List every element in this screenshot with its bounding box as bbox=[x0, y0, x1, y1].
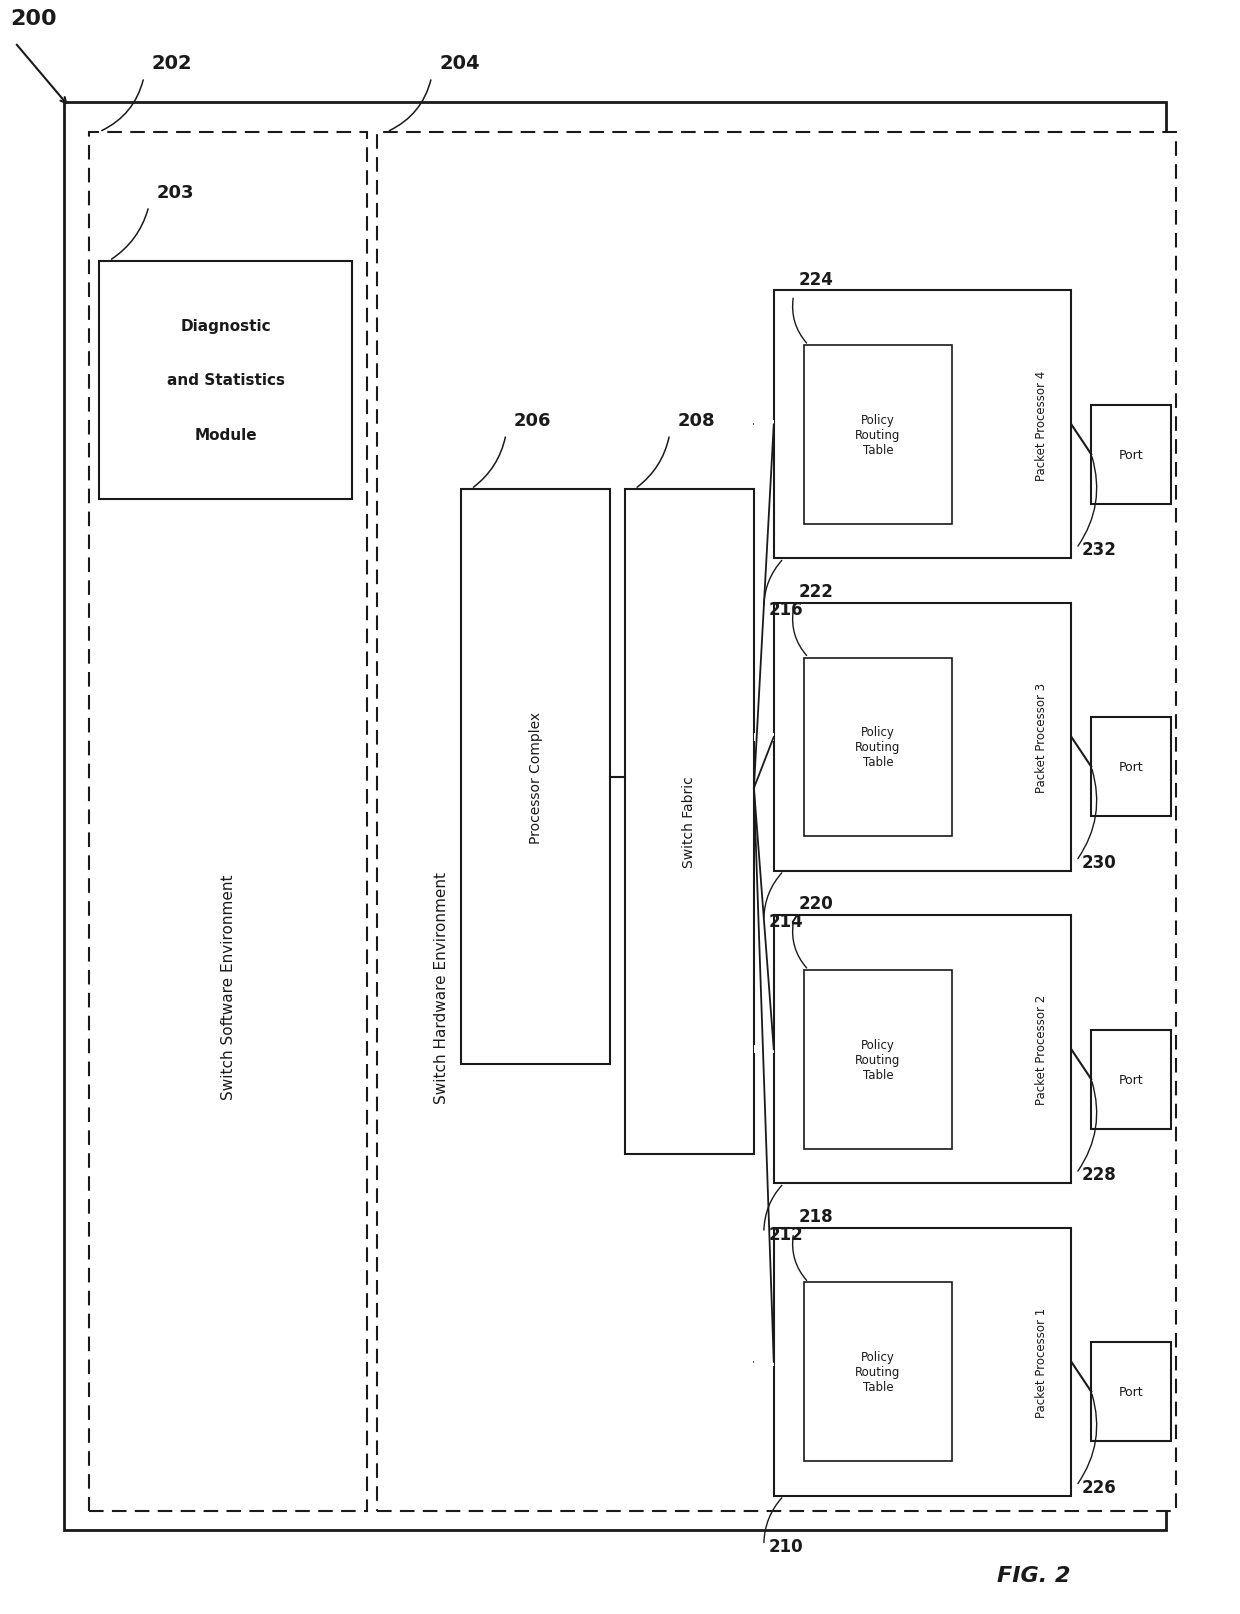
Text: 210: 210 bbox=[769, 1537, 804, 1556]
Text: Diagnostic: Diagnostic bbox=[180, 318, 272, 334]
Text: 232: 232 bbox=[1081, 541, 1116, 558]
Bar bbox=[774, 291, 1071, 558]
Text: Switch Fabric: Switch Fabric bbox=[682, 776, 697, 868]
Text: Port: Port bbox=[1118, 1073, 1143, 1086]
Bar bbox=[1091, 1343, 1171, 1441]
Text: Policy
Routing
Table: Policy Routing Table bbox=[856, 1351, 900, 1393]
Bar bbox=[377, 132, 1176, 1511]
Text: Switch Software Environment: Switch Software Environment bbox=[221, 875, 236, 1099]
Text: 218: 218 bbox=[799, 1207, 833, 1225]
Text: Packet Processor 1: Packet Processor 1 bbox=[1035, 1307, 1048, 1417]
Text: Packet Processor 3: Packet Processor 3 bbox=[1035, 683, 1048, 792]
Text: 208: 208 bbox=[677, 412, 715, 429]
Text: 226: 226 bbox=[1081, 1478, 1116, 1496]
Text: 214: 214 bbox=[769, 914, 804, 931]
Bar bbox=[1091, 405, 1171, 505]
Bar bbox=[774, 915, 1071, 1183]
Text: 228: 228 bbox=[1081, 1165, 1116, 1183]
Text: Port: Port bbox=[1118, 1385, 1143, 1398]
Text: Policy
Routing
Table: Policy Routing Table bbox=[856, 1038, 900, 1081]
Text: and Statistics: and Statistics bbox=[166, 373, 285, 387]
Bar bbox=[89, 132, 367, 1511]
Bar bbox=[754, 421, 774, 429]
Text: Module: Module bbox=[195, 428, 257, 442]
Bar bbox=[64, 103, 1166, 1530]
Text: FIG. 2: FIG. 2 bbox=[997, 1566, 1070, 1585]
Text: 230: 230 bbox=[1081, 854, 1116, 872]
Bar bbox=[99, 261, 352, 499]
Text: 212: 212 bbox=[769, 1225, 804, 1243]
Text: 204: 204 bbox=[439, 55, 480, 73]
Bar bbox=[461, 489, 610, 1065]
Text: Processor Complex: Processor Complex bbox=[528, 712, 543, 843]
Text: 216: 216 bbox=[769, 600, 804, 618]
Text: 224: 224 bbox=[799, 270, 833, 289]
Text: 206: 206 bbox=[513, 412, 552, 429]
Bar bbox=[804, 659, 952, 836]
Text: Switch Hardware Environment: Switch Hardware Environment bbox=[434, 872, 449, 1102]
Text: Policy
Routing
Table: Policy Routing Table bbox=[856, 726, 900, 768]
Bar bbox=[754, 1046, 774, 1054]
Bar bbox=[625, 489, 754, 1154]
Bar bbox=[804, 345, 952, 525]
Text: Packet Processor 4: Packet Processor 4 bbox=[1035, 370, 1048, 481]
Text: 220: 220 bbox=[799, 894, 833, 914]
Bar bbox=[1091, 718, 1171, 817]
Text: Port: Port bbox=[1118, 760, 1143, 773]
Bar bbox=[804, 1283, 952, 1461]
Text: 202: 202 bbox=[151, 55, 192, 73]
Text: Port: Port bbox=[1118, 449, 1143, 462]
Bar bbox=[804, 970, 952, 1149]
Text: 200: 200 bbox=[10, 8, 57, 29]
Text: Policy
Routing
Table: Policy Routing Table bbox=[856, 413, 900, 457]
Bar bbox=[1091, 1030, 1171, 1130]
Text: 203: 203 bbox=[156, 184, 195, 202]
Bar bbox=[754, 733, 774, 741]
Bar bbox=[754, 1357, 774, 1365]
Bar bbox=[774, 1228, 1071, 1496]
Text: Packet Processor 2: Packet Processor 2 bbox=[1035, 994, 1048, 1106]
Bar bbox=[774, 604, 1071, 872]
Text: 222: 222 bbox=[799, 583, 833, 600]
